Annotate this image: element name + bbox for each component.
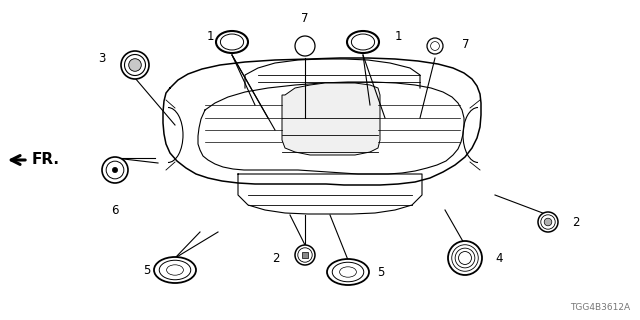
Bar bbox=[302, 252, 308, 258]
Circle shape bbox=[427, 38, 443, 54]
Polygon shape bbox=[282, 83, 380, 155]
Text: 2: 2 bbox=[572, 215, 579, 228]
Ellipse shape bbox=[154, 257, 196, 283]
Text: 2: 2 bbox=[273, 252, 280, 265]
Circle shape bbox=[544, 218, 552, 226]
Circle shape bbox=[448, 241, 482, 275]
Text: 5: 5 bbox=[143, 263, 150, 276]
Text: 4: 4 bbox=[495, 252, 502, 265]
Ellipse shape bbox=[347, 31, 379, 53]
Text: 1: 1 bbox=[395, 30, 403, 44]
Text: FR.: FR. bbox=[32, 153, 60, 167]
Circle shape bbox=[295, 36, 315, 56]
Text: 1: 1 bbox=[207, 30, 214, 44]
Text: 5: 5 bbox=[377, 266, 385, 278]
Ellipse shape bbox=[327, 259, 369, 285]
Text: 7: 7 bbox=[462, 37, 470, 51]
Circle shape bbox=[129, 59, 141, 71]
Text: 7: 7 bbox=[301, 12, 308, 25]
Text: 6: 6 bbox=[111, 204, 119, 217]
Ellipse shape bbox=[216, 31, 248, 53]
Circle shape bbox=[102, 157, 128, 183]
Circle shape bbox=[113, 167, 118, 172]
Circle shape bbox=[538, 212, 558, 232]
Circle shape bbox=[121, 51, 149, 79]
Text: TGG4B3612A: TGG4B3612A bbox=[570, 303, 630, 312]
Circle shape bbox=[295, 245, 315, 265]
Text: 3: 3 bbox=[99, 52, 106, 65]
